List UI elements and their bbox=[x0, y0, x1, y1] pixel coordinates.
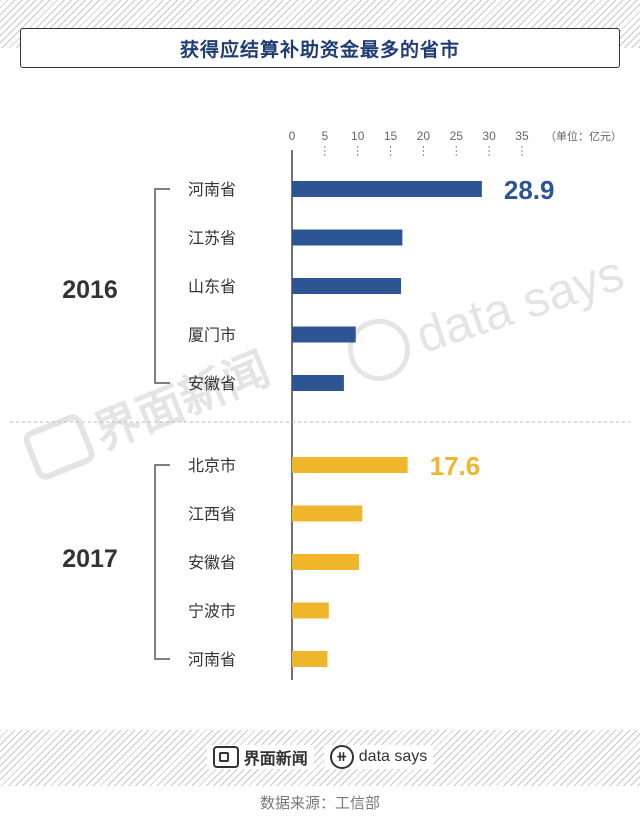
bar-chart: 0 5 10 15 20 25 30 35 （单位：亿元）2016河南省江苏省山东省厦门市安徽省… bbox=[10, 129, 630, 680]
bar-2017-4 bbox=[292, 651, 328, 667]
bar-2017-3 bbox=[292, 602, 329, 619]
datasays-logo-icon: ⧺ bbox=[329, 745, 354, 769]
bar-2016-2 bbox=[292, 278, 402, 294]
jiemian-logo-icon bbox=[212, 746, 239, 768]
group-bracket-2017 bbox=[154, 464, 170, 660]
category-label-2016-0: 河南省 bbox=[188, 180, 236, 199]
x-tick-label-0: 0 bbox=[289, 129, 296, 143]
x-tick-label-6: 30 bbox=[482, 129, 496, 143]
category-label-2017-1: 江西省 bbox=[188, 505, 236, 524]
category-label-2017-2: 安徽省 bbox=[188, 553, 236, 572]
x-tick-label-2: 10 bbox=[351, 129, 365, 143]
title-box: 获得应结算补助资金最多的省市 bbox=[20, 28, 620, 68]
bar-2016-0 bbox=[292, 181, 482, 197]
x-tick-label-4: 20 bbox=[417, 129, 431, 143]
chart-title: 获得应结算补助资金最多的省市 bbox=[179, 38, 460, 61]
group-label-2016: 2016 bbox=[62, 276, 118, 304]
unit-label: （单位：亿元） bbox=[545, 129, 622, 143]
data-source: 数据来源：工信部 bbox=[259, 794, 380, 812]
category-label-2017-0: 北京市 bbox=[188, 456, 236, 475]
bar-2017-0 bbox=[292, 457, 408, 473]
bar-2016-1 bbox=[292, 229, 403, 246]
x-tick-label-5: 25 bbox=[450, 129, 464, 143]
jiemian-logo-text: 界面新闻 bbox=[243, 749, 308, 768]
datasays-logo: ⧺ data says bbox=[323, 745, 434, 769]
group-bracket-2016 bbox=[154, 188, 170, 384]
x-tick-label-1: 5 bbox=[322, 129, 329, 143]
bar-2017-2 bbox=[292, 554, 360, 570]
datasays-logo-text: data says bbox=[358, 748, 428, 765]
bar-2016-4 bbox=[292, 375, 344, 391]
value-label-2017: 17.6 bbox=[430, 451, 481, 481]
category-label-2016-3: 厦门市 bbox=[188, 326, 236, 345]
bar-2017-1 bbox=[292, 505, 363, 522]
category-label-2016-1: 江苏省 bbox=[188, 229, 236, 248]
value-label-2016: 28.9 bbox=[504, 175, 555, 205]
category-label-2017-4: 河南省 bbox=[188, 650, 236, 669]
category-label-2016-2: 山东省 bbox=[188, 277, 236, 296]
x-tick-label-7: 35 bbox=[515, 129, 529, 143]
category-label-2017-3: 宁波市 bbox=[188, 602, 236, 621]
group-label-2017: 2017 bbox=[62, 545, 118, 573]
bottom-hatch-band bbox=[0, 730, 640, 786]
x-tick-label-3: 15 bbox=[384, 129, 398, 143]
jiemian-logo: 界面新闻 bbox=[206, 745, 314, 769]
footer-logos: 界面新闻 ⧺ data says bbox=[0, 741, 640, 773]
bar-2016-3 bbox=[292, 326, 356, 343]
category-label-2016-4: 安徽省 bbox=[188, 374, 236, 393]
